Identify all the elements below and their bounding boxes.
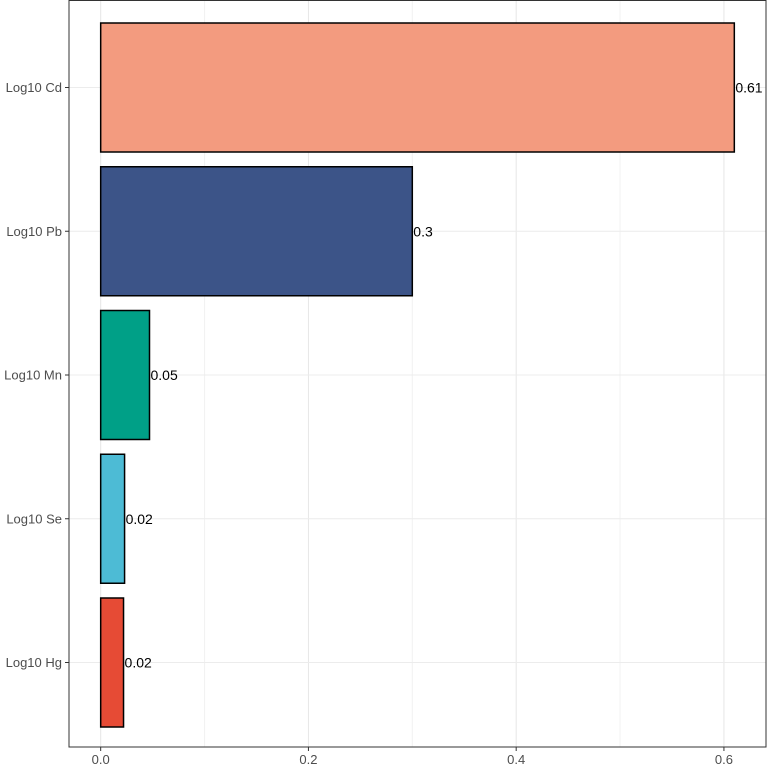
data-label: 0.3 xyxy=(413,223,433,239)
x-tick-label: 0.4 xyxy=(507,752,525,766)
y-tick-label: Log10 Hg xyxy=(6,655,62,670)
x-tick-label: 0.6 xyxy=(715,752,733,766)
y-tick-label: Log10 Mn xyxy=(4,368,62,383)
data-label: 0.05 xyxy=(151,367,178,383)
data-label: 0.61 xyxy=(735,80,762,96)
y-tick-label: Log10 Se xyxy=(6,511,62,526)
x-tick-label: 0.2 xyxy=(299,752,317,766)
data-label: 0.02 xyxy=(125,655,152,671)
axes: Log10 Cd Log10 Pb Log10 Mn Log10 Se Log10 Hg… xyxy=(4,80,733,766)
y-tick-label: Log10 Cd xyxy=(6,80,62,95)
plot-border xyxy=(68,0,767,748)
bar xyxy=(99,597,125,728)
bar xyxy=(99,22,736,153)
bar xyxy=(99,309,151,441)
bar xyxy=(99,453,126,584)
data-label: 0.02 xyxy=(126,511,153,527)
x-tick-label: 0.0 xyxy=(92,752,110,766)
bars: 0.61 0.3 0.05 0.02 0.02 xyxy=(99,22,763,728)
y-tick-label: Log10 Pb xyxy=(6,224,62,239)
bar xyxy=(99,166,414,297)
